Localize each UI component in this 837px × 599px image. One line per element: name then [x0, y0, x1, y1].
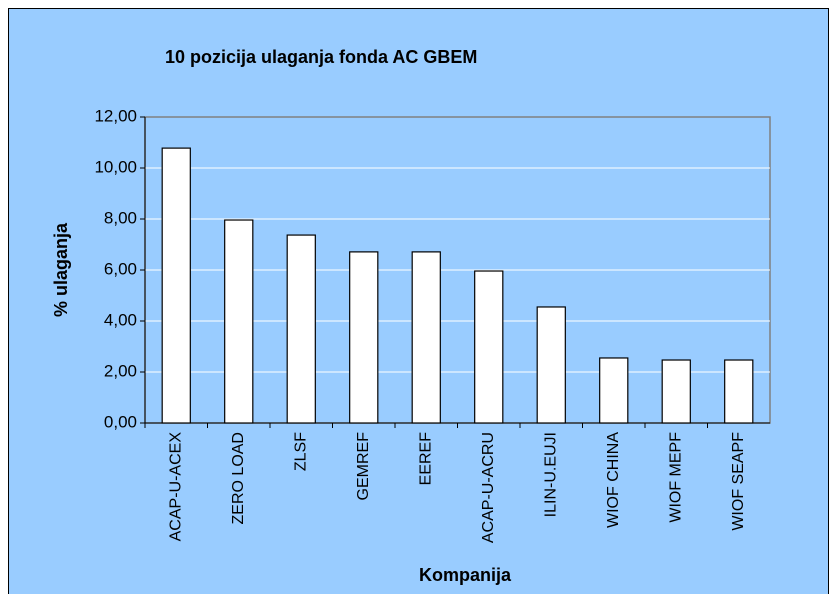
bar — [349, 251, 379, 424]
x-tick-label: WIOF CHINA — [605, 432, 622, 528]
x-tick-label: GEMREF — [355, 432, 372, 501]
x-tick-label: ILIN-U.EUJI — [542, 432, 559, 517]
x-tick-label: ACAP-U-ACEX — [167, 432, 184, 542]
bar — [474, 270, 504, 424]
x-tick-label: WIOF MEPF — [667, 432, 684, 523]
y-tick-label: 10,00 — [94, 157, 137, 176]
y-tick-label: 8,00 — [104, 208, 137, 227]
bar — [286, 234, 316, 424]
y-tick-label: 0,00 — [104, 412, 137, 431]
bar — [411, 251, 441, 424]
x-tick-label: EEREF — [417, 432, 434, 486]
y-axis-label: % ulaganja — [51, 222, 71, 317]
bar — [224, 219, 254, 424]
bar — [599, 357, 629, 424]
x-axis-label: Kompanija — [419, 565, 512, 585]
x-tick-label: ACAP-U-ACRU — [480, 432, 497, 543]
bar — [536, 306, 566, 424]
y-tick-label: 12,00 — [94, 106, 137, 125]
y-tick-label: 6,00 — [104, 259, 137, 278]
x-tick-label: ZERO LOAD — [230, 432, 247, 524]
bar — [161, 147, 191, 424]
x-tick-label: WIOF SEAPF — [730, 432, 747, 531]
bar — [724, 359, 754, 424]
x-tick-label: ZLSF — [292, 432, 309, 471]
bar — [661, 359, 691, 424]
y-tick-label: 2,00 — [104, 361, 137, 380]
y-tick-label: 4,00 — [104, 310, 137, 329]
chart-title: 10 pozicija ulaganja fonda AC GBEM — [165, 47, 477, 67]
